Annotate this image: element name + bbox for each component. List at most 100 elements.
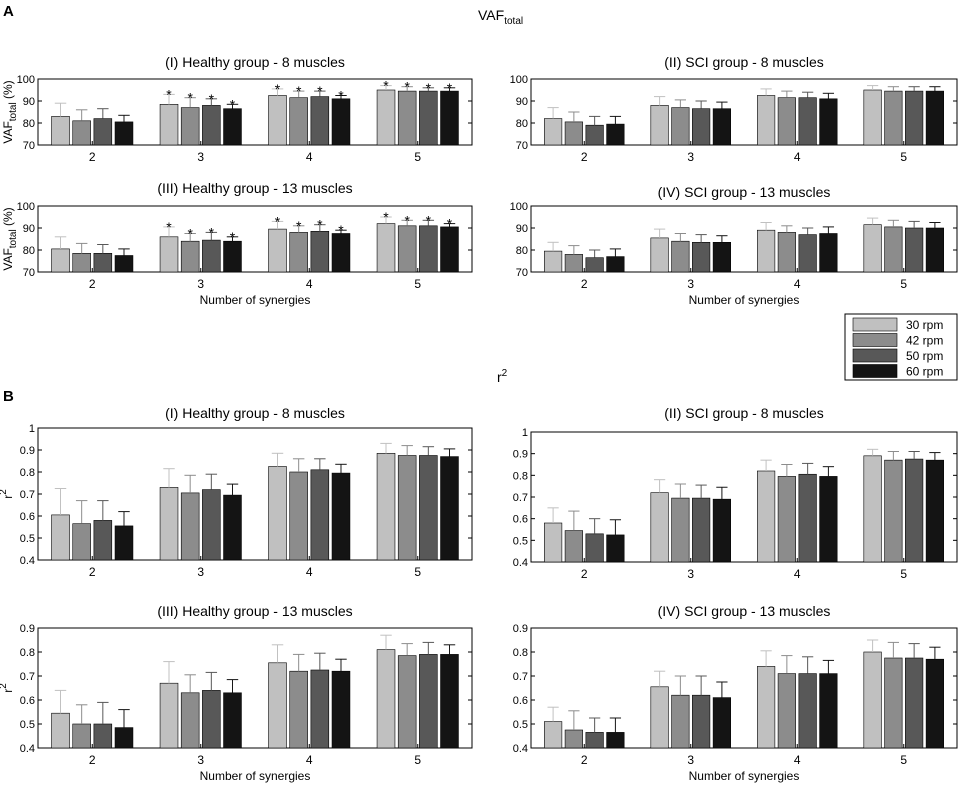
- bar-42-rpm: [884, 459, 903, 563]
- chart-title: (III) Healthy group - 13 muscles: [157, 603, 352, 619]
- x-tick-label: 4: [306, 150, 313, 164]
- bar-42-rpm: [72, 523, 91, 561]
- chart-1: (I) Healthy group - 8 muscles 70 80 90 100 2 3…: [1, 54, 473, 164]
- y-tick-label: 100: [17, 201, 35, 213]
- y-tick-label: 80: [23, 245, 35, 257]
- bar-30-rpm: [159, 236, 179, 273]
- bar-60-rpm: [712, 242, 731, 273]
- bar-50-rpm: [310, 96, 330, 146]
- bar-60-rpm: [223, 240, 242, 273]
- significance-star: *: [338, 88, 344, 104]
- x-tick-label: 2: [581, 753, 588, 767]
- chart-3: (III) Healthy group - 13 muscles 70 80 90 10…: [1, 180, 473, 307]
- y-tick-label: 0.9: [513, 623, 528, 635]
- y-tick-label: 0.8: [513, 647, 528, 659]
- x-tick-label: 2: [89, 753, 96, 767]
- bar-60-rpm: [712, 108, 731, 146]
- chart-title: (I) Healthy group - 8 muscles: [165, 405, 345, 421]
- bar-30-rpm: [268, 228, 287, 273]
- bar-30-rpm: [650, 237, 669, 273]
- bar-50-rpm: [310, 231, 330, 273]
- x-tick-label: 4: [794, 567, 801, 581]
- bar-30-rpm: [863, 89, 882, 146]
- bar-50-rpm: [419, 654, 438, 749]
- x-tick-label: 5: [414, 565, 421, 579]
- y-tick-label: 100: [510, 74, 528, 86]
- significance-star: *: [447, 80, 453, 96]
- bar-42-rpm: [397, 90, 417, 146]
- chart-title: (IV) SCI group - 13 muscles: [658, 603, 831, 619]
- bar-30-rpm: [376, 649, 396, 749]
- significance-star: *: [317, 83, 323, 99]
- plot-frame: [530, 205, 958, 273]
- y-tick-label: 90: [516, 223, 528, 235]
- x-tick-label: 5: [900, 277, 907, 291]
- bar-42-rpm: [671, 497, 690, 563]
- bar-30-rpm: [544, 522, 563, 563]
- y-tick-label: 0.7: [513, 671, 528, 683]
- bar-60-rpm: [223, 692, 242, 749]
- legend-label: 60 rpm: [906, 365, 943, 379]
- y-tick-label: 0.5: [20, 533, 35, 545]
- bar-50-rpm: [905, 227, 924, 273]
- y-tick-label: 80: [23, 118, 35, 130]
- y-tick-label: 70: [23, 140, 35, 152]
- x-tick-label: 5: [414, 753, 421, 767]
- significance-star: *: [426, 80, 432, 96]
- bar-50-rpm: [93, 118, 113, 146]
- x-tick-label: 3: [687, 753, 694, 767]
- significance-star: *: [166, 86, 172, 102]
- legend-label: 50 rpm: [906, 349, 943, 363]
- bar-30-rpm: [757, 666, 776, 749]
- bar-42-rpm: [884, 90, 903, 146]
- bar-60-rpm: [712, 498, 731, 563]
- y-tick-label: 100: [510, 201, 528, 213]
- bar-42-rpm: [397, 455, 417, 561]
- bar-30-rpm: [376, 223, 396, 273]
- bar-60-rpm: [819, 673, 838, 749]
- bar-30-rpm: [650, 105, 669, 146]
- x-axis-label: Number of synergies: [200, 293, 311, 307]
- significance-star: *: [230, 96, 236, 112]
- bar-42-rpm: [397, 655, 417, 749]
- x-tick-label: 2: [89, 565, 96, 579]
- bar-42-rpm: [289, 232, 308, 273]
- bar-30-rpm: [159, 104, 179, 146]
- y-tick-label: 0.9: [513, 449, 528, 461]
- y-axis-label: VAFtotal (%): [1, 80, 19, 143]
- bar-60-rpm: [331, 670, 351, 749]
- significance-star: *: [296, 218, 302, 234]
- bar-50-rpm: [905, 90, 924, 146]
- x-tick-label: 2: [581, 150, 588, 164]
- bar-42-rpm: [397, 225, 417, 273]
- significance-star: *: [426, 212, 432, 228]
- panel-b-label: B: [3, 388, 14, 405]
- chart-title: (I) Healthy group - 8 muscles: [165, 54, 345, 70]
- bar-50-rpm: [798, 473, 817, 563]
- bar-60-rpm: [606, 732, 625, 749]
- x-tick-label: 5: [900, 567, 907, 581]
- bar-30-rpm: [544, 250, 563, 273]
- y-tick-label: 1: [29, 423, 35, 435]
- bar-30-rpm: [159, 487, 179, 561]
- legend-swatch: [852, 317, 898, 332]
- bar-50-rpm: [692, 694, 711, 749]
- bar-50-rpm: [798, 673, 817, 749]
- section-a-title: VAFtotal: [478, 7, 523, 27]
- x-tick-label: 4: [306, 277, 313, 291]
- bar-60-rpm: [819, 98, 838, 146]
- bar-30-rpm: [650, 492, 669, 563]
- plot-frame: [530, 78, 958, 146]
- y-tick-label: 80: [516, 118, 528, 130]
- bar-50-rpm: [310, 669, 330, 749]
- bar-60-rpm: [440, 90, 459, 146]
- y-tick-label: 0.5: [513, 719, 528, 731]
- bar-60-rpm: [114, 255, 134, 273]
- bar-30-rpm: [863, 224, 882, 273]
- y-tick-label: 70: [516, 140, 528, 152]
- legend-swatch: [852, 348, 898, 363]
- bar-42-rpm: [564, 254, 583, 273]
- x-tick-label: 2: [581, 567, 588, 581]
- significance-star: *: [166, 219, 172, 235]
- bar-60-rpm: [440, 456, 459, 561]
